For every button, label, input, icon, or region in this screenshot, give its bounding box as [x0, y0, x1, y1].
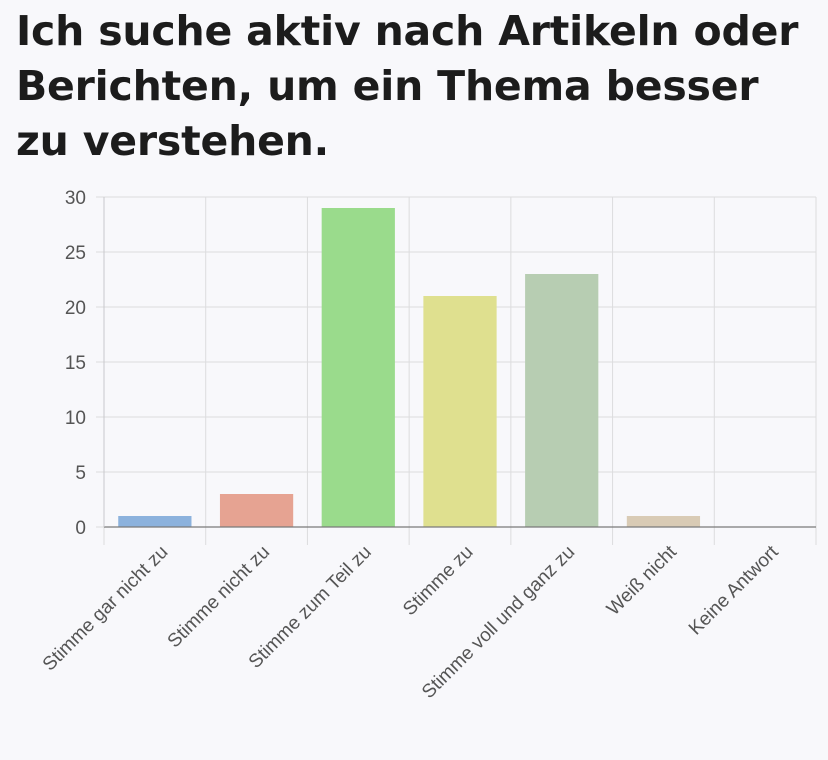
y-tick-label: 10: [65, 408, 86, 429]
bar-1: [118, 516, 192, 527]
x-tick-label: Weiß nicht: [603, 541, 682, 620]
y-tick-label: 0: [75, 518, 86, 539]
y-tick-label: 15: [65, 353, 86, 374]
bar-2: [219, 494, 294, 527]
bar-4: [423, 296, 497, 527]
bar-6: [626, 516, 701, 527]
y-tick-label: 25: [65, 243, 86, 264]
bar-5: [525, 274, 599, 527]
y-tick-label: 5: [75, 463, 86, 484]
x-tick-label: Keine Antwort: [685, 541, 783, 639]
axes: [103, 197, 816, 528]
x-tick-label: Stimme nicht zu: [164, 542, 274, 652]
y-axis-ticks: 0 5 10 15 20 25 30: [65, 188, 86, 539]
bars: [118, 208, 701, 527]
x-tick-label: Stimme gar nicht zu: [39, 542, 173, 676]
chart-title: Ich suche aktiv nach Artikeln oder Beric…: [16, 7, 799, 165]
bar-3: [321, 208, 395, 527]
y-tick-label: 20: [65, 298, 86, 319]
y-tick-label: 30: [65, 188, 86, 209]
x-tick-label: Stimme zu: [399, 542, 477, 620]
